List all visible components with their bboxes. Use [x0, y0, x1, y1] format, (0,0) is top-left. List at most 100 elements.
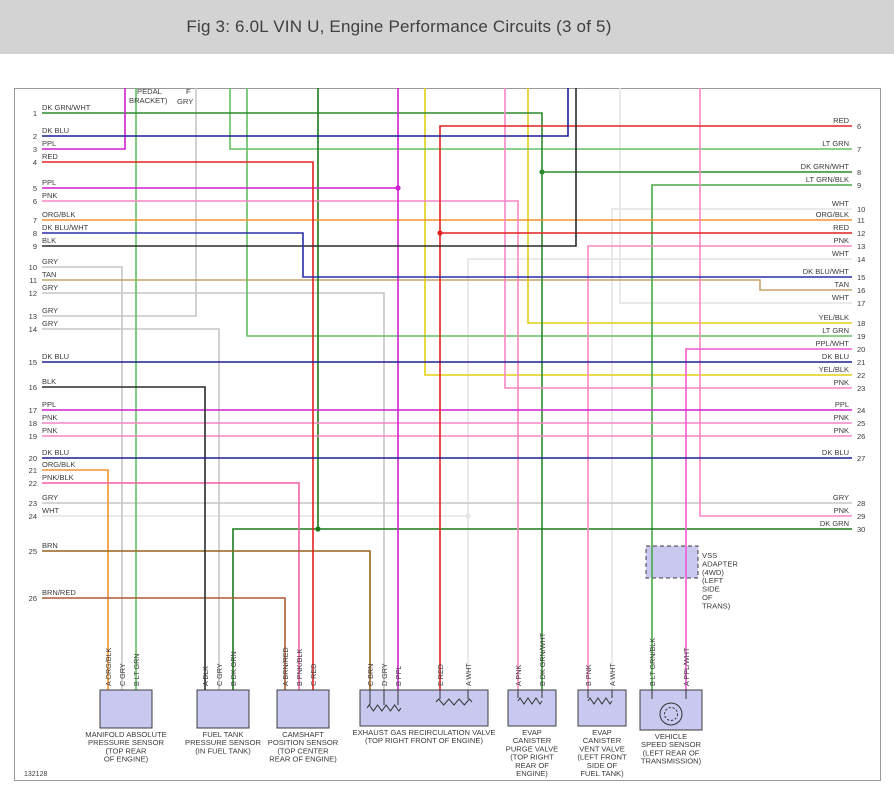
right-pin-number: 15 — [857, 273, 865, 282]
top-connector-label: PEDAL — [137, 87, 162, 96]
component-caption-line: SIDE OF — [587, 761, 618, 770]
right-wire-label: LT GRN — [822, 139, 849, 148]
component-caption-line: (TOP REAR — [105, 746, 147, 755]
wire-pnk-blk — [42, 482, 300, 690]
left-wire-label: GRY — [42, 319, 58, 328]
wire-dk-blu-wht — [42, 232, 852, 278]
component-caption-line: REAR OF ENGINE) — [269, 755, 337, 764]
pin-label: B PNK — [584, 664, 593, 686]
pin-label: B DK GRN/WHT — [538, 632, 547, 686]
left-pin-number: 17 — [29, 406, 37, 415]
left-wire-label: RED — [42, 152, 58, 161]
wiring-diagram: 1 DK GRN/WHT 2 DK BLU 3 PPL 4 RED 5 PPL 6 PNK 7 ORG/B… — [14, 87, 881, 781]
right-wire-label: ORG/BLK — [816, 210, 849, 219]
vss-adapter-label-line: OF — [702, 593, 713, 602]
wire-brn — [42, 550, 371, 690]
right-wire-label: DK GRN — [820, 519, 849, 528]
right-pin-number: 26 — [857, 432, 865, 441]
component-caption-line: CAMSHAFT — [282, 730, 324, 739]
left-wire-label: DK GRN/WHT — [42, 103, 91, 112]
left-pin-number: 19 — [29, 432, 37, 441]
diagram-frame — [14, 88, 881, 781]
left-wire-label: BRN/RED — [42, 588, 76, 597]
right-pin-number: 21 — [857, 358, 865, 367]
right-wire-label: PNK — [834, 506, 849, 515]
right-wire-label: YEL/BLK — [819, 365, 849, 374]
right-pin-number: 10 — [857, 205, 865, 214]
component-caption-line: POSITION SENSOR — [268, 738, 339, 747]
component-caption-line: (TOP RIGHT — [510, 753, 554, 762]
component-caption-line: PRESSURE SENSOR — [88, 738, 164, 747]
right-pin-number: 12 — [857, 229, 865, 238]
left-pin-number: 1 — [33, 109, 37, 118]
wire-ppl — [42, 88, 126, 150]
right-wire-label: DK GRN/WHT — [801, 162, 850, 171]
diagram-area: 1 DK GRN/WHT 2 DK BLU 3 PPL 4 RED 5 PPL 6 PNK 7 ORG/B… — [0, 54, 894, 796]
wire-pnk — [42, 200, 519, 690]
right-wire-label: LT GRN/BLK — [806, 175, 849, 184]
component-caption-line: (TOP RIGHT FRONT OF ENGINE) — [365, 736, 483, 745]
wire-dk-grn-wht — [42, 112, 543, 690]
right-pin-number: 18 — [857, 319, 865, 328]
manifold-absolute-pressure-sensor-box — [99, 689, 153, 729]
pin-label: B LT GRN — [132, 654, 141, 686]
component-caption-line: ENGINE) — [516, 769, 548, 778]
wire-junction — [437, 230, 443, 236]
wire-pnk — [699, 88, 852, 517]
right-pin-number: 22 — [857, 371, 865, 380]
vss-adapter-label-line: TRANS) — [702, 601, 731, 610]
wire-dk-blu — [42, 88, 569, 137]
component-caption-line: (IN FUEL TANK) — [195, 746, 251, 755]
right-pin-number: 17 — [857, 299, 865, 308]
right-wire-label: PPL/WHT — [816, 339, 850, 348]
right-pin-number: 14 — [857, 255, 865, 264]
right-wire-label: PPL — [835, 400, 849, 409]
wire-dk-grn — [232, 528, 852, 690]
wire-blk — [42, 88, 577, 247]
right-wire-label: DK BLU — [822, 352, 849, 361]
vss-adapter-label-line: SIDE — [702, 585, 720, 594]
right-pin-number: 11 — [857, 216, 865, 225]
left-pin-number: 14 — [29, 325, 37, 334]
component-caption-line: EXHAUST GAS RECIRCULATION VALVE — [353, 728, 496, 737]
right-wire-label: WHT — [832, 249, 849, 258]
pin-label: A PPL/WHT — [682, 647, 691, 686]
left-pin-number: 7 — [33, 216, 37, 225]
wire-blk — [42, 386, 206, 690]
pin-label: B PNK/BLK — [295, 649, 304, 686]
left-wire-label: PNK — [42, 426, 57, 435]
left-wire-label: PNK — [42, 191, 57, 200]
title-bar: Fig 3: 6.0L VIN U, Engine Performance Ci… — [0, 0, 894, 54]
pin-label: A PNK — [514, 665, 523, 686]
right-wire-label: TAN — [835, 280, 849, 289]
left-pin-number: 20 — [29, 454, 37, 463]
left-pin-number: 10 — [29, 263, 37, 272]
wire-pnk — [504, 88, 852, 389]
egr-solenoid-symbol — [435, 698, 473, 706]
wire-gry — [42, 328, 220, 690]
left-wire-label: BLK — [42, 236, 56, 245]
left-pin-number: 23 — [29, 499, 37, 508]
right-pin-number: 30 — [857, 525, 865, 534]
fuel-tank-pressure-sensor-box — [196, 689, 250, 729]
left-wire-label: BRN — [42, 541, 58, 550]
wire-gry — [42, 292, 385, 690]
pin-label: B DK GRN — [229, 651, 238, 686]
left-pin-number: 4 — [33, 158, 37, 167]
left-wire-label: ORG/BLK — [42, 460, 75, 469]
right-wire-label: RED — [833, 223, 849, 232]
right-pin-number: 25 — [857, 419, 865, 428]
left-pin-number: 25 — [29, 547, 37, 556]
vss-adapter-box — [645, 545, 699, 579]
right-pin-number: 28 — [857, 499, 865, 508]
left-wire-label: GRY — [42, 306, 58, 315]
right-wire-label: DK BLU — [822, 448, 849, 457]
right-wire-label: WHT — [832, 199, 849, 208]
wire-red — [42, 161, 314, 690]
left-pin-number: 12 — [29, 289, 37, 298]
wire-gry — [42, 88, 197, 317]
wire-pnk — [587, 245, 852, 690]
right-wire-label: PNK — [834, 413, 849, 422]
wire-lt-grn — [246, 88, 852, 337]
pin-label: C RED — [309, 664, 318, 686]
